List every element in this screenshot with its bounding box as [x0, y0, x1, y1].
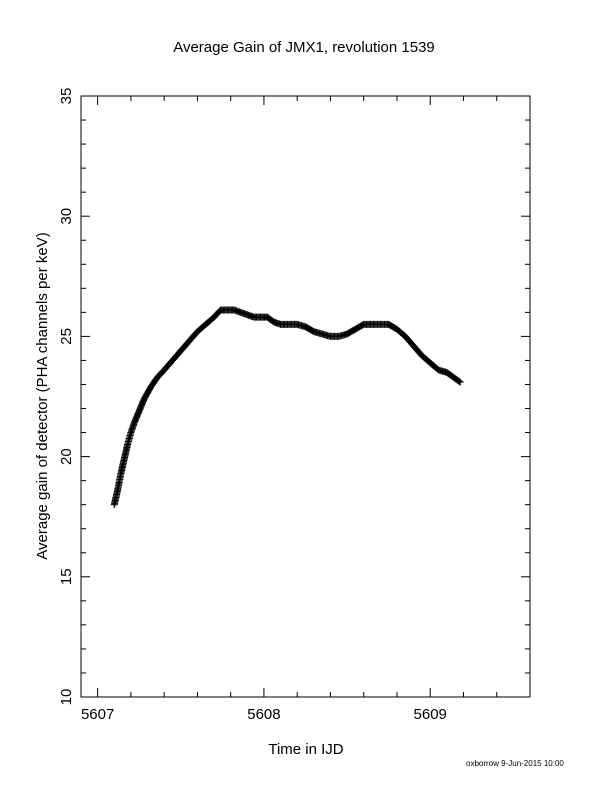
data-point	[217, 306, 225, 314]
data-point	[147, 383, 155, 391]
data-point	[302, 323, 309, 331]
data-point	[450, 373, 458, 381]
data-point	[135, 407, 143, 415]
data-point	[285, 320, 293, 328]
x-tick-label: 5608	[247, 706, 280, 723]
data-point	[124, 441, 132, 449]
data-point	[418, 352, 426, 360]
data-point	[257, 313, 265, 321]
data-point	[177, 347, 185, 355]
data-marker-fill	[455, 377, 463, 385]
data-point	[263, 313, 271, 321]
data-point	[426, 359, 434, 367]
x-tick-label: 5607	[81, 706, 114, 723]
data-point	[277, 320, 285, 328]
data-point	[237, 308, 245, 316]
y-tick-label: 10	[58, 689, 75, 706]
data-point	[368, 320, 376, 328]
data-point	[140, 395, 148, 403]
data-point	[120, 455, 128, 463]
data-point	[343, 330, 351, 338]
x-axis-label: Time in IJD	[268, 741, 343, 758]
y-axis-label: Average gain of detector (PHA channels p…	[34, 232, 51, 559]
data-point	[376, 320, 384, 328]
y-tick-label: 25	[58, 328, 75, 345]
axis-ticks	[81, 95, 531, 698]
y-tick-label: 30	[58, 208, 75, 225]
data-point	[326, 332, 334, 340]
data-point	[230, 306, 238, 314]
y-tick-label: 20	[58, 448, 75, 465]
data-point	[153, 373, 161, 381]
data-point	[168, 356, 176, 364]
data-point	[310, 328, 318, 336]
data-point	[360, 320, 368, 328]
data-point	[243, 311, 251, 319]
data-point	[443, 368, 451, 376]
x-tick-label: 5609	[414, 706, 447, 723]
footer-credit: oxborrow 9-Jun-2015 10:00	[466, 759, 564, 768]
data-point	[270, 318, 278, 326]
data-point	[318, 330, 326, 338]
data-point	[130, 419, 138, 427]
data-point	[110, 501, 118, 509]
data-point	[393, 325, 401, 333]
data-point	[410, 342, 418, 350]
data-point	[202, 320, 210, 328]
axis-tick-labels: 5607 5608 5609 10 15 20 25 30 35	[58, 88, 447, 723]
data-point	[160, 366, 168, 374]
data-point	[250, 313, 258, 321]
data-markers	[110, 306, 464, 509]
data-point	[114, 486, 122, 494]
y-tick-label: 35	[58, 88, 75, 105]
data-point	[223, 306, 231, 314]
data-point	[127, 429, 135, 437]
data-point	[293, 320, 301, 328]
data-point	[185, 337, 193, 345]
data-point	[351, 325, 359, 333]
data-point	[117, 469, 125, 477]
data-point	[435, 366, 443, 374]
chart-title: Average Gain of JMX1, revolution 1539	[173, 39, 435, 56]
plot-frame	[80, 95, 531, 698]
data-point	[385, 320, 393, 328]
data-point	[401, 332, 409, 340]
data-point	[335, 332, 343, 340]
data-point	[193, 328, 201, 336]
y-tick-label: 15	[58, 568, 75, 585]
data-point	[210, 313, 218, 321]
data-point	[456, 378, 464, 386]
